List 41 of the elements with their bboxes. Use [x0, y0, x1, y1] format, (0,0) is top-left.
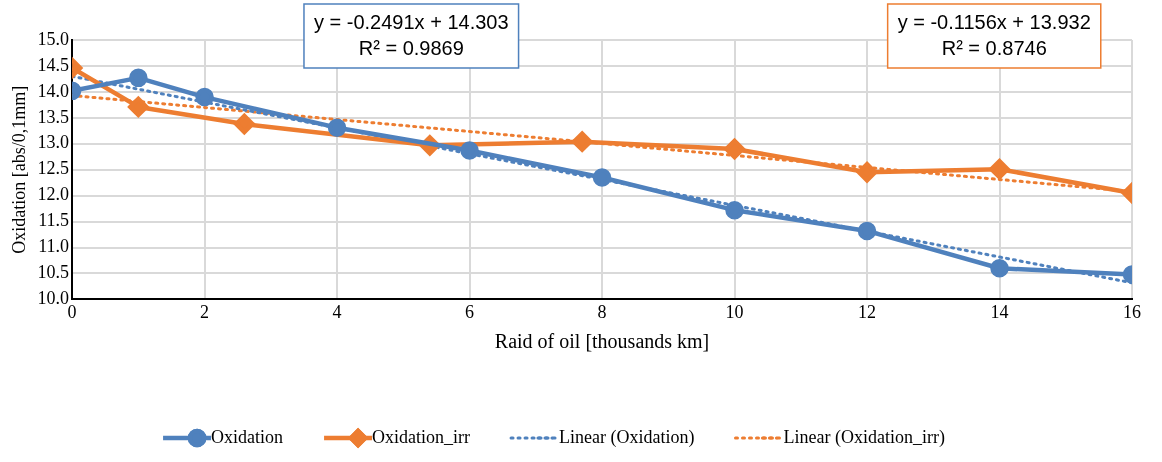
x-tick-label: 14	[990, 301, 1009, 322]
point	[724, 138, 745, 160]
y-tick-label: 11.0	[38, 236, 70, 257]
point	[856, 162, 878, 183]
y-tick-label: 12.5	[37, 158, 70, 179]
point	[460, 141, 479, 160]
annotation: y = -0.2491x + 14.303 R² = 0.9869	[313, 10, 509, 59]
point	[571, 131, 593, 152]
y-tick-label: 10.5	[37, 262, 70, 283]
y-tick-label: 11.5	[38, 210, 70, 231]
x-tick-label: 0	[67, 301, 77, 322]
point	[989, 158, 1010, 180]
y-tick-label: 14.0	[37, 80, 70, 101]
point	[725, 200, 744, 220]
y-axis-title: Oxidation [abs/0,1mm]	[8, 85, 29, 254]
point	[857, 221, 877, 241]
legend-label: Oxidation_irr	[372, 426, 471, 447]
x-tick-label: 2	[200, 301, 210, 322]
legend-label: Linear (Oxidation_irr)	[783, 426, 945, 448]
x-tick-label: 16	[1123, 301, 1141, 322]
point	[129, 68, 148, 88]
point	[592, 168, 612, 187]
legend-label: Linear (Oxidation)	[559, 426, 695, 448]
point	[990, 259, 1009, 278]
y-tick-label: 15.0	[37, 28, 70, 49]
y-tick-label: 14.5	[37, 54, 70, 75]
annotation: y = -0.1156x + 13.932 R² = 0.8746	[897, 10, 1091, 59]
point	[128, 96, 149, 118]
x-tick-label: 6	[465, 301, 475, 322]
point	[327, 118, 347, 137]
x-tick-label: 10	[725, 301, 744, 322]
x-tick-label: 12	[858, 301, 877, 322]
x-axis-title: Raid of oil [thousands km]	[494, 330, 710, 353]
y-tick-label: 13.5	[37, 106, 70, 127]
x-tick-label: 4	[332, 301, 342, 322]
point	[195, 87, 214, 107]
y-tick-label: 12.0	[37, 184, 70, 205]
point	[234, 113, 255, 135]
legend-label: Oxidation	[211, 426, 284, 447]
x-tick-label: 8	[597, 301, 607, 322]
y-tick-label: 13.0	[37, 132, 70, 153]
